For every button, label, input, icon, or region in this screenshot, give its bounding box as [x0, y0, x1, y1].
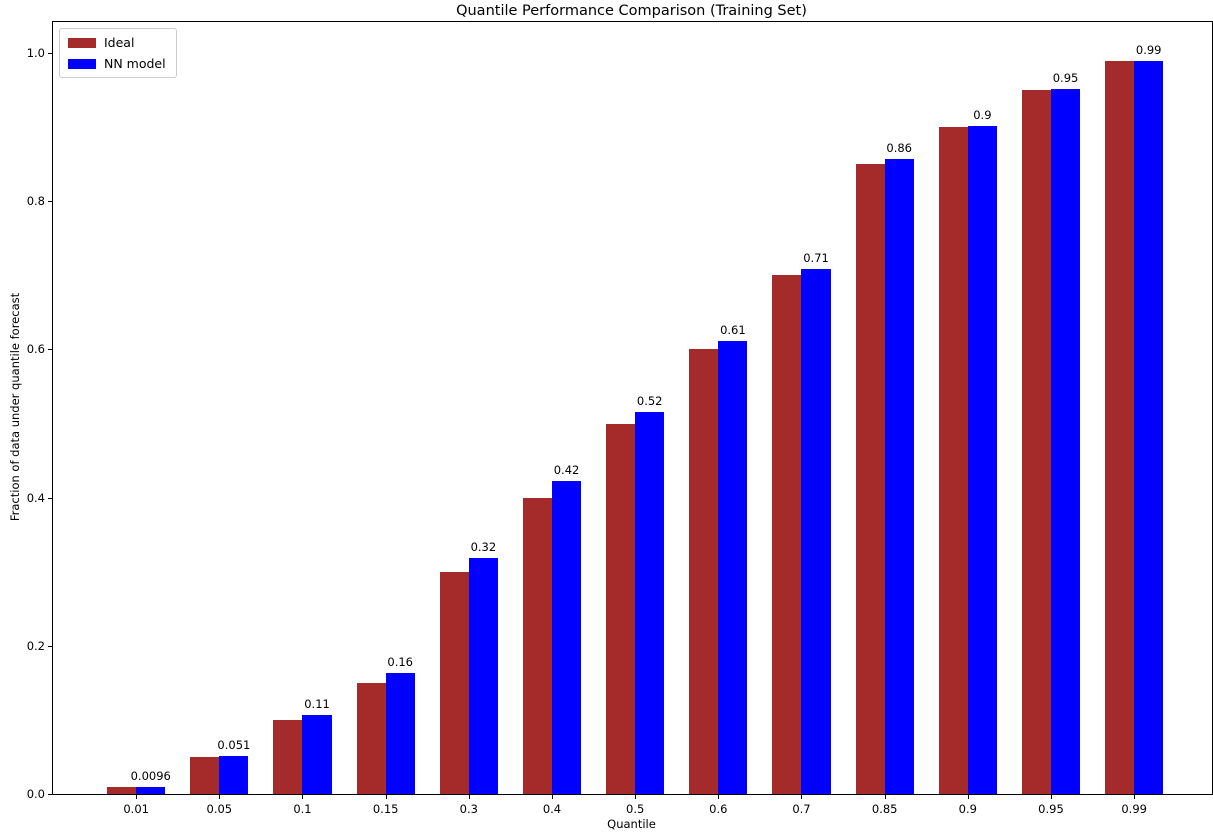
x-tick-mark [468, 795, 470, 799]
chart-title: Quantile Performance Comparison (Trainin… [456, 3, 807, 19]
bar-nn-model-0.01 [136, 786, 166, 794]
x-tick-label: 0.3 [459, 802, 478, 816]
y-tick-mark [48, 794, 52, 795]
x-tick-mark [884, 795, 886, 799]
x-tick-label: 0.1 [293, 802, 312, 816]
bar-value-label-0.3: 0.32 [470, 540, 497, 555]
bar-ideal-0.99 [1105, 60, 1135, 794]
bar-ideal-0.5 [606, 423, 636, 794]
legend-swatch-ideal [68, 37, 96, 48]
x-tick-mark [219, 795, 221, 799]
x-tick-label: 0.4 [542, 802, 562, 816]
bar-value-label-0.9: 0.9 [973, 107, 992, 122]
x-tick-mark [385, 795, 387, 799]
bar-nn-model-0.95 [1050, 89, 1081, 794]
bar-nn-model-0.15 [385, 673, 415, 794]
legend-label-ideal: Ideal [104, 35, 135, 50]
legend: Ideal NN model [59, 28, 177, 78]
bar-nn-model-0.05 [219, 756, 249, 794]
y-tick-label: 0.6 [26, 342, 45, 357]
y-axis-label: Fraction of data under quantile forecast [8, 292, 22, 522]
x-tick-label: 0.7 [792, 802, 811, 816]
bar-nn-model-0.5 [635, 411, 665, 794]
bar-ideal-0.1 [273, 719, 303, 794]
bar-nn-model-0.1 [302, 714, 332, 794]
bar-ideal-0.6 [689, 349, 719, 794]
x-tick-mark [801, 795, 803, 799]
x-tick-label: 0.9 [958, 802, 977, 816]
bar-value-label-0.95: 0.95 [1052, 71, 1079, 86]
y-tick-mark [48, 497, 52, 499]
bar-ideal-0.05 [190, 756, 220, 794]
bar-nn-model-0.9 [967, 125, 997, 794]
bar-ideal-0.7 [772, 275, 802, 794]
y-tick-mark [48, 645, 52, 647]
y-tick-mark [48, 349, 52, 351]
bar-nn-model-0.4 [551, 481, 582, 794]
x-tick-label: 0.15 [372, 802, 399, 816]
x-tick-mark [1050, 795, 1052, 799]
legend-entry-nn-model: NN model [68, 56, 166, 71]
bar-value-label-0.15: 0.16 [387, 655, 414, 670]
y-tick-mark [48, 53, 52, 55]
x-tick-label: 0.05 [206, 802, 233, 816]
bar-value-label-0.7: 0.71 [803, 250, 829, 265]
x-tick-mark [302, 795, 304, 799]
x-tick-mark [1134, 795, 1136, 799]
x-tick-mark [136, 795, 138, 799]
bar-ideal-0.01 [107, 786, 137, 794]
bar-ideal-0.4 [522, 497, 552, 794]
bar-value-label-0.5: 0.52 [636, 393, 663, 408]
plot-area: 0.0096 0.01 0.051 0.05 0.11 0.1 0.16 0.15 0.32 0.… [27, 21, 1213, 816]
x-tick-label: 0.01 [123, 802, 149, 816]
x-axis-label: Quantile [607, 817, 656, 831]
bar-nn-model-0.99 [1134, 60, 1164, 794]
bar-ideal-0.15 [356, 682, 386, 794]
bar-nn-model-0.3 [468, 558, 498, 794]
legend-swatch-nn-model [68, 58, 96, 69]
bar-ideal-0.9 [938, 127, 968, 794]
x-tick-label: 0.5 [626, 802, 645, 816]
y-tick-mark [48, 201, 52, 203]
x-tick-label: 0.99 [1121, 802, 1147, 816]
bar-nn-model-0.85 [884, 159, 914, 794]
x-tick-mark [967, 795, 969, 799]
y-tick-label: 1.0 [26, 46, 45, 61]
bar-value-label-0.01: 0.0096 [130, 768, 171, 783]
x-tick-mark [718, 795, 720, 799]
bar-value-label-0.85: 0.86 [886, 141, 913, 156]
y-tick-label: 0.2 [26, 638, 45, 653]
y-tick-label: 0.0 [26, 787, 45, 801]
y-tick-label: 0.8 [26, 194, 45, 209]
bar-ideal-0.85 [855, 164, 885, 794]
bar-nn-model-0.6 [718, 341, 748, 794]
bar-value-label-0.05: 0.051 [217, 738, 251, 753]
bar-ideal-0.3 [439, 571, 469, 794]
y-tick-label: 0.4 [26, 490, 45, 505]
x-tick-label: 0.95 [1038, 802, 1064, 816]
x-tick-label: 0.85 [871, 802, 898, 816]
bar-value-label-0.1: 0.11 [304, 696, 330, 711]
x-tick-mark [551, 795, 553, 799]
bar-nn-model-0.7 [801, 268, 831, 794]
x-tick-mark [635, 795, 637, 799]
bar-value-label-0.6: 0.61 [720, 323, 746, 338]
bar-value-label-0.4: 0.42 [553, 463, 580, 478]
bar-ideal-0.95 [1021, 90, 1051, 794]
legend-entry-ideal: Ideal [68, 35, 166, 50]
bar-value-label-0.99: 0.99 [1135, 42, 1162, 57]
legend-label-nn-model: NN model [104, 56, 166, 71]
x-tick-label: 0.6 [709, 802, 728, 816]
